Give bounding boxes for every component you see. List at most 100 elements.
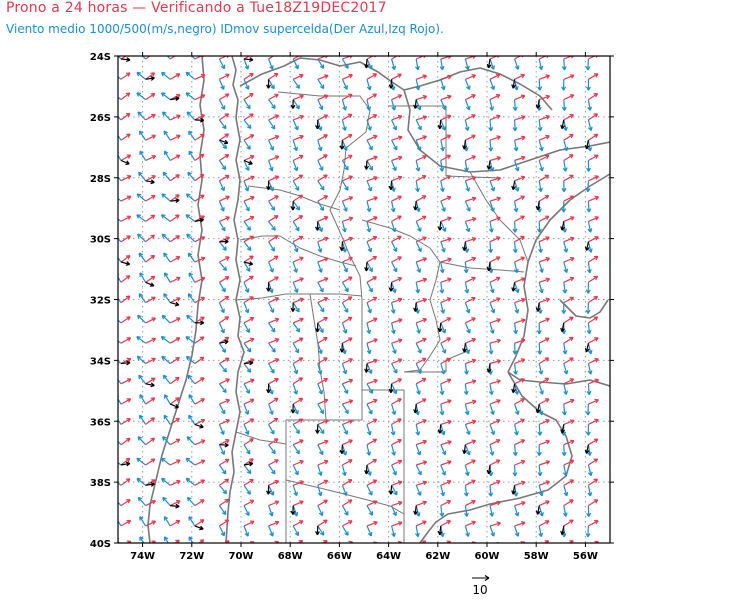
mean-wind-vector [120,461,131,467]
mean-wind-vector [364,58,370,69]
province-line [362,389,405,543]
left-mover-vector [342,216,354,222]
right-mover-vector [611,526,615,537]
right-mover-vector [488,140,494,152]
left-mover-vector [120,316,131,324]
right-mover-vector [391,464,397,476]
left-mover-vector [391,480,403,486]
right-mover-vector [292,464,299,476]
lon-tick-label: 64W [376,551,401,562]
right-mover-vector [185,193,196,202]
left-mover-vector [317,316,328,324]
left-mover-vector [489,318,501,324]
left-mover-vector [489,439,501,446]
right-mover-vector [292,282,299,293]
right-mover-vector [162,374,171,385]
right-mover-vector [186,436,196,446]
right-mover-vector [162,496,171,506]
left-mover-vector [120,195,132,202]
left-mover-vector [243,175,255,182]
left-mover-vector [243,296,254,304]
right-mover-vector [136,214,146,222]
mean-wind-vector [388,282,394,292]
right-mover-vector [613,100,617,111]
right-mover-vector [186,233,196,243]
left-mover-vector [391,439,402,446]
left-mover-vector [415,236,427,243]
right-mover-vector [512,241,518,254]
right-mover-vector [489,444,495,456]
left-mover-vector [366,114,378,121]
right-mover-vector [341,444,348,456]
right-mover-vector [118,319,122,324]
left-mover-vector [342,56,353,60]
left-mover-vector [145,357,156,365]
right-mover-vector [317,58,325,69]
right-mover-vector [160,214,171,222]
left-mover-vector [514,277,526,283]
mean-wind-vector [413,404,418,414]
uruguay-coast [559,299,609,319]
right-mover-vector [464,200,471,212]
right-mover-vector [366,403,373,415]
right-mover-vector [587,241,593,253]
right-mover-vector [366,221,372,233]
right-mover-vector [464,525,470,537]
right-mover-vector [218,525,226,537]
left-mover-vector [538,134,550,141]
left-mover-vector [415,520,427,527]
mean-wind-vector [266,79,271,89]
left-mover-vector [317,154,328,162]
mean-wind-vector [290,302,296,312]
left-mover-vector [243,155,255,162]
mean-wind-vector [290,201,296,211]
left-mover-vector [169,73,181,80]
right-mover-vector [391,99,397,111]
right-mover-vector [489,79,495,91]
left-mover-vector [292,154,304,162]
right-mover-vector [439,282,445,294]
right-mover-vector [292,261,298,273]
right-mover-vector [218,322,225,334]
right-mover-vector [489,424,496,436]
left-mover-vector [489,521,502,527]
right-mover-vector [440,119,446,131]
right-mover-vector [415,221,422,232]
left-mover-vector [366,438,378,446]
right-mover-vector [611,384,615,395]
right-mover-vector [489,160,495,172]
right-mover-vector [317,261,323,273]
left-mover-vector [317,134,328,141]
left-mover-vector [613,480,622,486]
right-mover-vector [464,180,471,192]
left-mover-vector [588,520,599,527]
left-mover-vector [415,398,427,405]
mean-wind-vector [584,241,590,251]
right-mover-vector [489,302,496,314]
right-mover-vector [218,99,226,110]
left-mover-vector [348,540,353,543]
mean-wind-vector [413,302,418,312]
left-mover-vector [563,499,574,507]
left-mover-vector [194,356,205,364]
right-mover-vector [317,78,325,90]
left-mover-vector [415,317,427,324]
left-mover-vector [268,520,280,527]
right-mover-vector [561,79,567,91]
right-mover-vector [218,505,227,516]
right-mover-vector [513,140,519,152]
right-mover-vector [464,302,471,314]
left-mover-vector [292,459,304,466]
right-mover-vector [416,546,420,557]
left-mover-vector [317,419,329,425]
left-mover-vector [243,255,254,263]
right-mover-vector [268,424,275,435]
right-mover-vector [391,282,397,294]
right-mover-vector [613,323,617,334]
left-mover-vector [342,419,354,425]
left-mover-vector [317,56,329,60]
right-mover-vector [162,171,171,182]
left-mover-vector [194,499,205,507]
left-mover-vector [169,397,180,405]
left-mover-vector [538,74,550,80]
